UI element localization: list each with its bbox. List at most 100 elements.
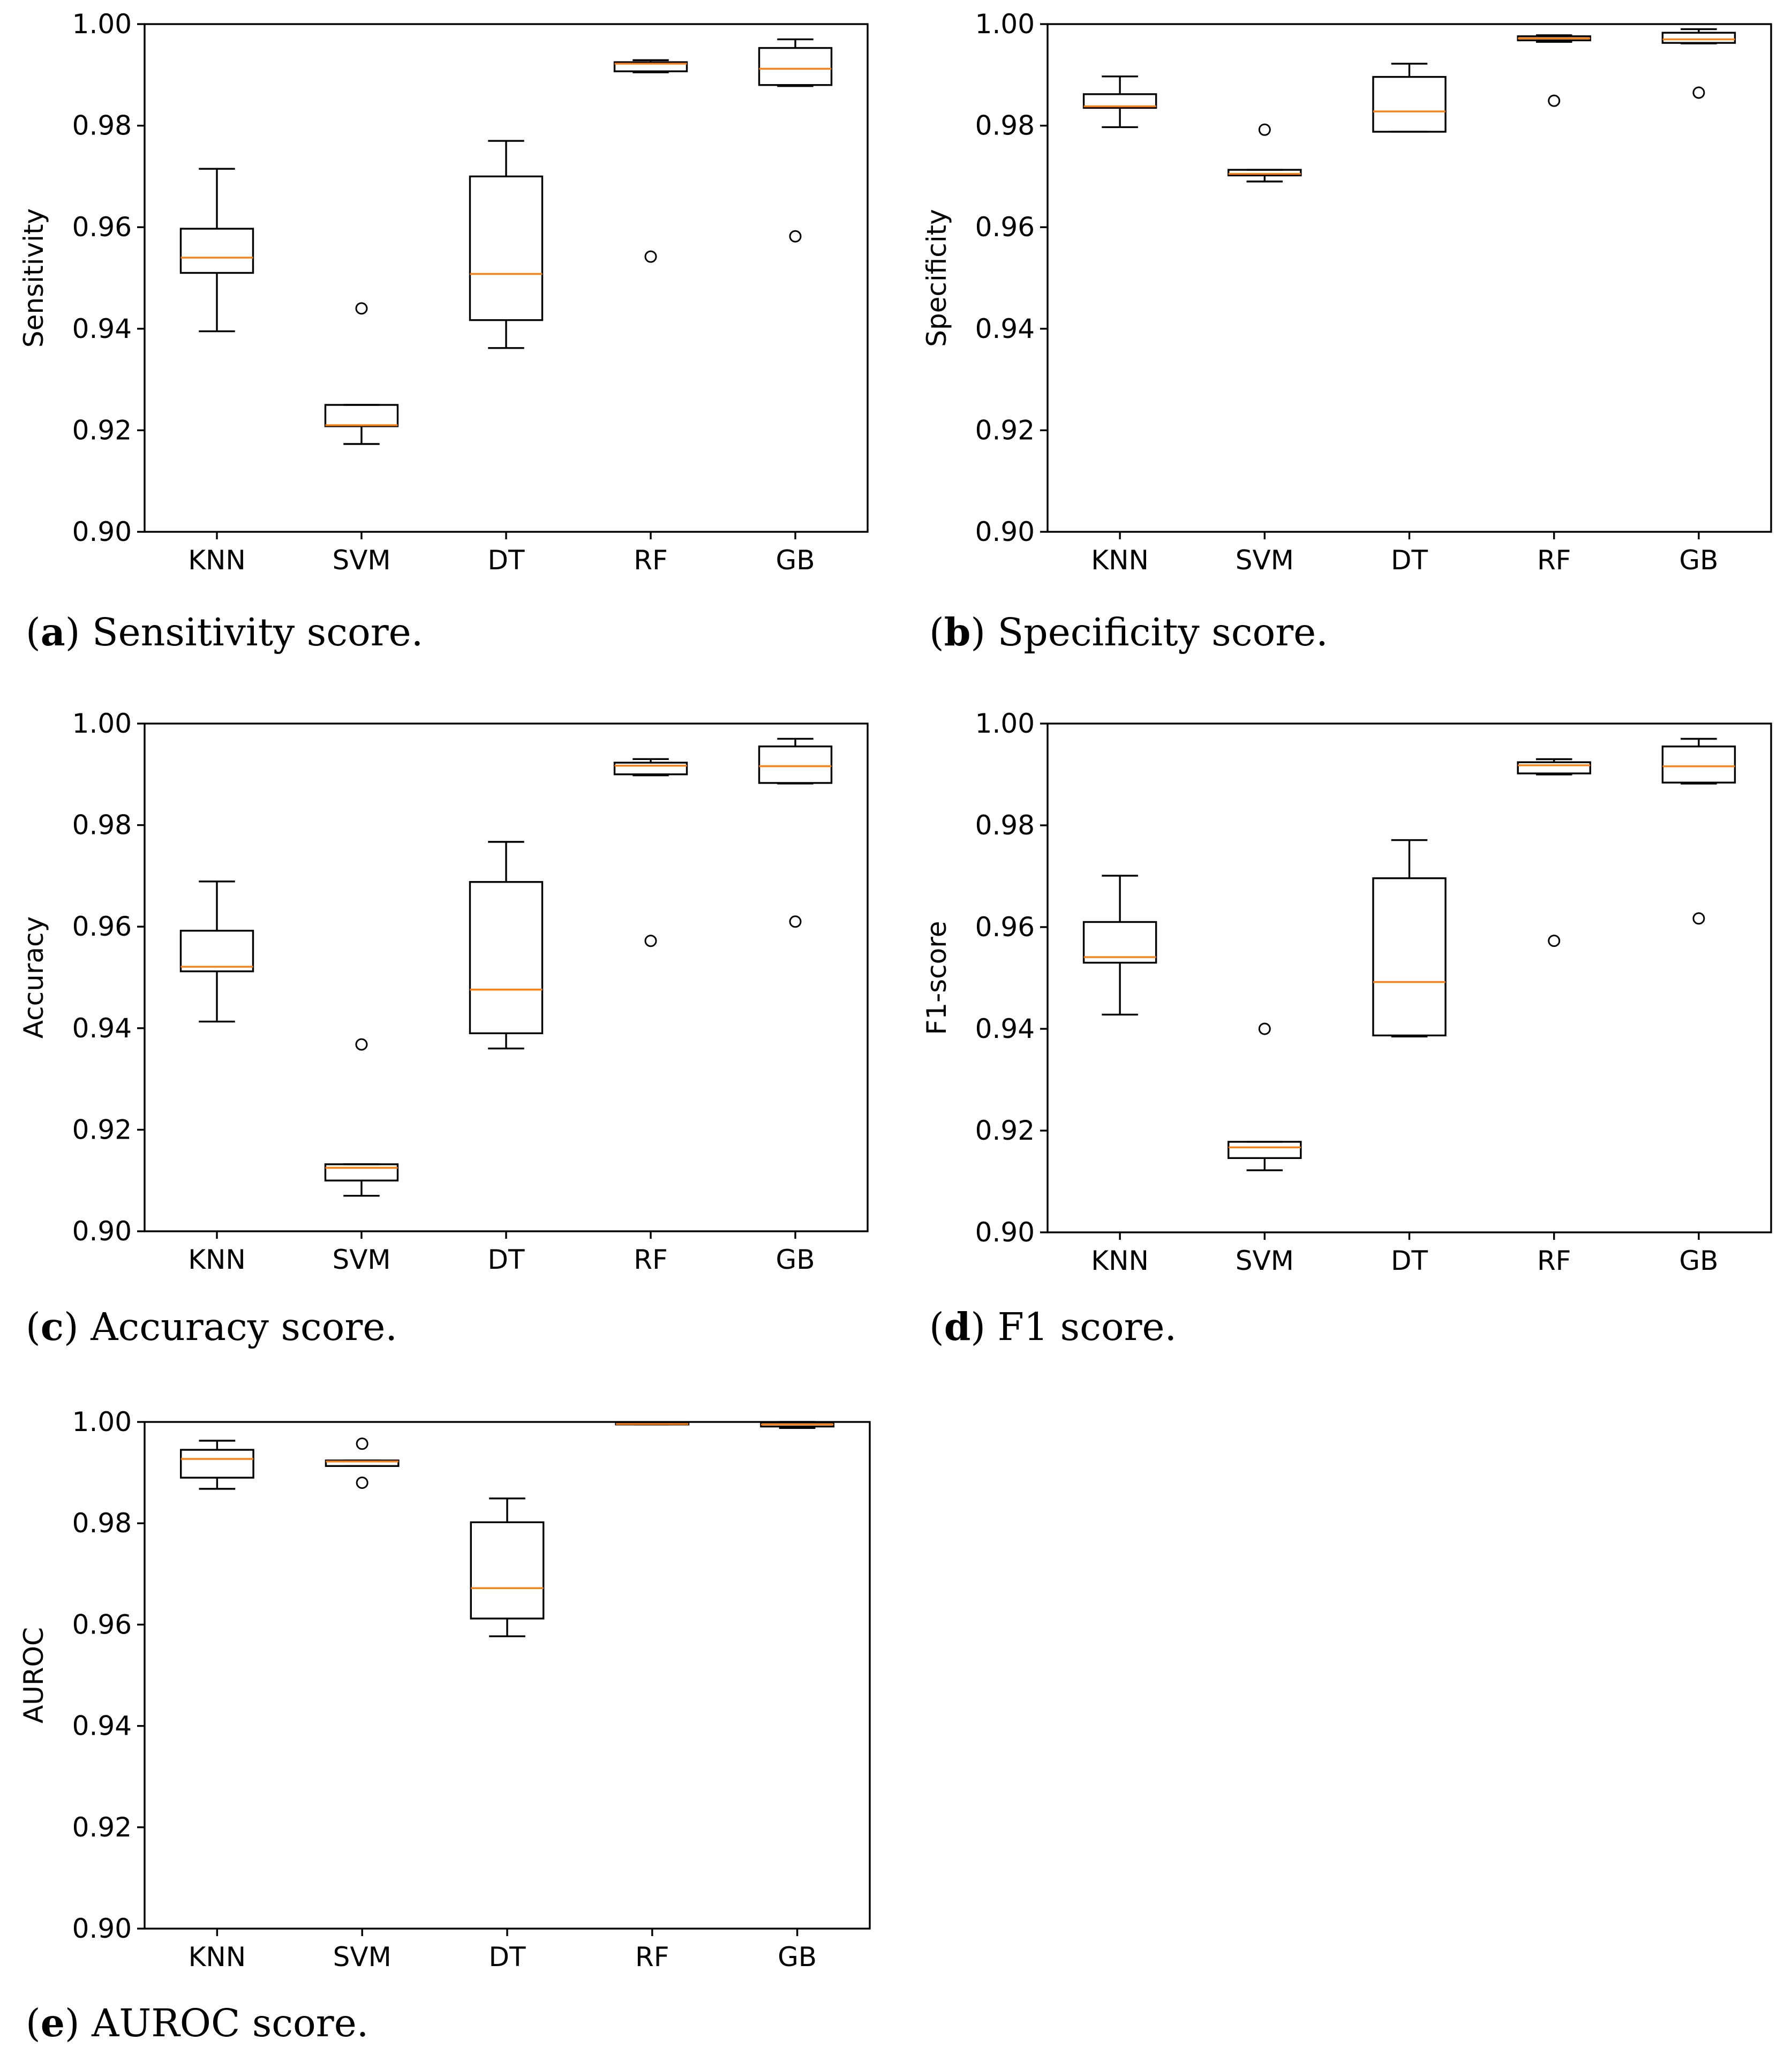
- box-gb: [758, 737, 833, 928]
- outlier-point: [1548, 94, 1561, 107]
- caption-a: (a) Sensitivity score.: [26, 609, 424, 654]
- x-tick-label-gb: GB: [1679, 545, 1718, 576]
- y-tick-label: 0.90: [975, 1217, 1035, 1248]
- chart-specificity: 0.90 0.92 0.94 0.96 0.98 1.00 KNN SVM DT RF GB Spec…: [921, 9, 1772, 576]
- outlier-point: [356, 1437, 368, 1450]
- x-tick-label-gb: GB: [775, 545, 815, 576]
- box-body: [1082, 93, 1157, 109]
- box-body: [470, 1521, 545, 1620]
- box-body: [469, 881, 544, 1034]
- panel-a: 0.90 0.92 0.94 0.96 0.98 1.00 KNN SVM DT RF GB Sens…: [0, 0, 896, 696]
- x-tick-label-rf: RF: [1537, 1245, 1571, 1276]
- box-body: [1661, 746, 1736, 784]
- chart-sensitivity: 0.90 0.92 0.94 0.96 0.98 1.00 KNN SVM DT RF GB Sens…: [18, 9, 869, 576]
- plot-frame: [144, 23, 869, 533]
- box-dt: [469, 841, 544, 1050]
- box-rf: [1517, 758, 1591, 947]
- plot-frame: [1046, 722, 1772, 1233]
- box-gb: [1661, 28, 1736, 99]
- x-tick-label-dt: DT: [487, 545, 525, 576]
- y-tick-label: 0.96: [72, 1609, 132, 1640]
- box-dt: [470, 1497, 545, 1637]
- box-body: [469, 175, 544, 321]
- box-gb: [758, 38, 833, 243]
- caption-e: (e) AUROC score.: [26, 2000, 369, 2045]
- y-tick-label: 1.00: [72, 9, 132, 40]
- chart-accuracy: 0.90 0.92 0.94 0.96 0.98 1.00 KNN SVM DT RF GB Accu…: [18, 708, 869, 1275]
- y-tick-label: 0.92: [975, 415, 1035, 446]
- box-gb: [760, 1421, 835, 1429]
- y-tick-label: 0.94: [975, 313, 1035, 344]
- x-tick-label-rf: RF: [634, 1244, 668, 1275]
- outlier-point: [1258, 123, 1271, 136]
- y-tick-label: 0.94: [72, 1711, 132, 1742]
- y-tick-label: 0.90: [72, 1913, 132, 1944]
- box-body: [758, 47, 833, 86]
- box-body: [325, 1459, 400, 1467]
- box-knn: [180, 1440, 254, 1490]
- box-body: [613, 762, 688, 776]
- outlier-point: [1692, 86, 1705, 99]
- y-axis-label: Accuracy: [18, 916, 49, 1038]
- box-body: [179, 228, 254, 274]
- box-gb: [1661, 737, 1736, 925]
- y-tick-label: 1.00: [975, 708, 1035, 739]
- y-tick-label: 0.94: [975, 1013, 1035, 1044]
- box-dt: [1372, 63, 1447, 133]
- y-tick-label: 0.98: [975, 810, 1035, 841]
- outlier-point: [1692, 912, 1705, 925]
- y-tick-label: 1.00: [975, 9, 1035, 40]
- box-dt: [1372, 839, 1447, 1037]
- x-tick-label-rf: RF: [634, 545, 668, 576]
- box-body: [1228, 1141, 1302, 1160]
- outlier-point: [355, 1038, 368, 1051]
- y-tick-label: 0.90: [72, 1216, 132, 1247]
- box-dt: [469, 140, 544, 349]
- box-body: [1082, 921, 1157, 964]
- y-tick-label: 0.96: [975, 912, 1035, 943]
- caption-c: (c) Accuracy score.: [26, 1304, 397, 1349]
- box-rf: [613, 758, 688, 947]
- box-body: [180, 1449, 254, 1479]
- box-svm: [324, 1038, 399, 1197]
- y-tick-label: 1.00: [72, 708, 132, 739]
- outlier-point: [1548, 935, 1561, 947]
- x-tick-label-knn: KNN: [188, 545, 246, 576]
- box-rf: [1517, 34, 1591, 107]
- box-knn: [179, 168, 254, 333]
- outlier-point: [789, 230, 802, 243]
- box-knn: [1082, 75, 1157, 129]
- x-tick-label-svm: SVM: [1236, 1245, 1294, 1276]
- x-tick-label-gb: GB: [778, 1941, 817, 1973]
- x-tick-label-dt: DT: [1391, 1245, 1428, 1276]
- box-body: [613, 61, 688, 72]
- y-tick-label: 0.92: [72, 415, 132, 446]
- y-axis-label: F1-score: [921, 921, 952, 1035]
- box-svm: [325, 1437, 400, 1489]
- x-tick-label-svm: SVM: [332, 1244, 390, 1275]
- x-tick-label-knn: KNN: [1091, 1245, 1149, 1276]
- y-axis-label: Specificity: [921, 209, 952, 347]
- y-tick-label: 0.96: [72, 212, 132, 243]
- panel-e: 0.90 0.92 0.94 0.96 0.98 1.00 KNN SVM DT RF GB AURO…: [0, 1392, 896, 2055]
- box-knn: [179, 880, 254, 1023]
- y-tick-label: 0.94: [72, 1013, 132, 1044]
- x-tick-label-gb: GB: [1679, 1245, 1718, 1276]
- y-tick-label: 0.90: [72, 516, 132, 547]
- panel-b: 0.90 0.92 0.94 0.96 0.98 1.00 KNN SVM DT RF GB Spec…: [901, 0, 1792, 696]
- x-tick-label-gb: GB: [775, 1244, 815, 1275]
- box-body: [758, 745, 833, 784]
- box-body: [1661, 32, 1736, 44]
- y-tick-label: 0.98: [975, 110, 1035, 141]
- x-tick-label-dt: DT: [487, 1244, 525, 1275]
- box-body: [1372, 877, 1447, 1037]
- x-tick-label-knn: KNN: [1091, 545, 1149, 576]
- y-tick-label: 0.92: [72, 1812, 132, 1843]
- x-tick-label-dt: DT: [1391, 545, 1428, 576]
- box-svm: [1228, 1022, 1302, 1171]
- box-svm: [324, 302, 399, 445]
- y-tick-label: 0.92: [975, 1115, 1035, 1146]
- outlier-point: [644, 935, 657, 947]
- y-tick-label: 0.96: [975, 212, 1035, 243]
- box-body: [1228, 169, 1302, 177]
